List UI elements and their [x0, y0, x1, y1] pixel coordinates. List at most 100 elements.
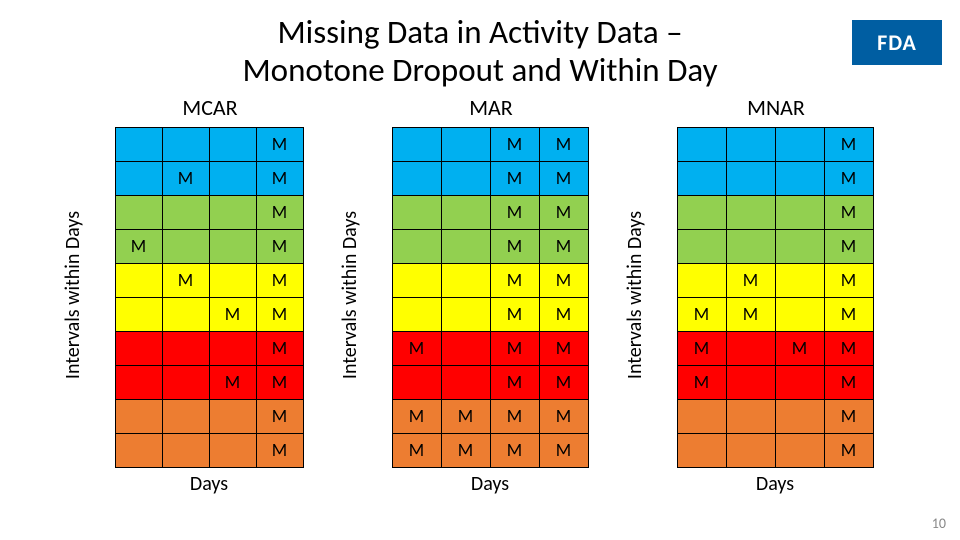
grid-cell: M	[824, 161, 873, 195]
grid-cell: M	[824, 433, 873, 467]
y-axis-label: Intervals within Days	[61, 211, 85, 379]
grid-cell	[162, 331, 209, 365]
grid-cell: M	[539, 331, 588, 365]
grid-cell: M	[441, 433, 490, 467]
grid-cell: M	[490, 297, 539, 331]
grid-cell: M	[490, 399, 539, 433]
grid-cell: M	[256, 195, 303, 229]
grid-cell: M	[490, 433, 539, 467]
grid-cell	[677, 161, 726, 195]
grid-cell	[115, 297, 162, 331]
grid-cell: M	[539, 229, 588, 263]
grid-cell	[775, 195, 824, 229]
grid-cell: M	[256, 399, 303, 433]
grid-cell: M	[256, 331, 303, 365]
title-line1: Missing Data in Activity Data –	[277, 12, 682, 52]
grid-cell	[162, 195, 209, 229]
grid-cell	[441, 365, 490, 399]
grid-cell: M	[256, 263, 303, 297]
grid-cell: M	[824, 229, 873, 263]
grid-cell: M	[824, 331, 873, 365]
grid-cell	[392, 297, 441, 331]
grid-cell	[726, 433, 775, 467]
grid-cell	[162, 433, 209, 467]
grid-cell	[441, 263, 490, 297]
grid-cell: M	[209, 297, 256, 331]
grid-cell	[162, 399, 209, 433]
grid-cell	[775, 399, 824, 433]
grid-cell: M	[539, 297, 588, 331]
grid-cell: M	[824, 297, 873, 331]
grid-cell: M	[490, 161, 539, 195]
grid-cell	[162, 297, 209, 331]
grid-cell	[115, 263, 162, 297]
x-axis-label: Days	[392, 472, 589, 496]
grid-cell: M	[539, 399, 588, 433]
x-axis-label: Days	[115, 472, 304, 496]
grid-cell	[775, 365, 824, 399]
grid-cell	[441, 161, 490, 195]
grid-cell: M	[677, 331, 726, 365]
grid-cell	[209, 127, 256, 161]
panel-label: MCAR	[117, 94, 304, 121]
grid-cell: M	[490, 195, 539, 229]
grid-cell: M	[490, 365, 539, 399]
grid-cell	[726, 195, 775, 229]
grid-cell: M	[256, 161, 303, 195]
grid-cell: M	[256, 127, 303, 161]
grid-cell: M	[490, 331, 539, 365]
grid-cell	[677, 127, 726, 161]
grid-cell	[209, 433, 256, 467]
grid-cell	[775, 297, 824, 331]
x-axis-label: Days	[677, 472, 874, 496]
grid-cell	[677, 263, 726, 297]
grid-cell	[441, 229, 490, 263]
grid-cell: M	[441, 399, 490, 433]
panel-row: MCARIntervals within DaysMMMMMMMMMMMMMMM…	[0, 94, 960, 496]
grid-cell: M	[392, 331, 441, 365]
slide-number: 10	[932, 515, 946, 532]
grid-cell: M	[824, 263, 873, 297]
grid-cell: M	[490, 263, 539, 297]
grid-cell	[441, 127, 490, 161]
grid-cell	[775, 127, 824, 161]
title-line2: Monotone Dropout and Within Day	[242, 50, 717, 90]
grid-cell: M	[726, 297, 775, 331]
grid-cell	[392, 263, 441, 297]
y-axis-label: Intervals within Days	[338, 211, 362, 379]
grid-cell: M	[726, 263, 775, 297]
grid-cell	[115, 331, 162, 365]
grid-cell	[677, 399, 726, 433]
grid-cell: M	[539, 195, 588, 229]
grid-cell	[677, 195, 726, 229]
grid-cell: M	[209, 365, 256, 399]
grid-cell: M	[539, 365, 588, 399]
grid-cell	[209, 263, 256, 297]
grid-cell	[392, 161, 441, 195]
panel-label: MNAR	[679, 94, 874, 121]
grid-cell	[726, 229, 775, 263]
grid-cell	[162, 127, 209, 161]
grid-cell	[115, 399, 162, 433]
grid-cell: M	[115, 229, 162, 263]
grid-cell: M	[392, 399, 441, 433]
grid-cell: M	[539, 263, 588, 297]
grid-cell	[441, 195, 490, 229]
grid-cell	[775, 433, 824, 467]
grid-cell	[209, 229, 256, 263]
grid-cell	[775, 229, 824, 263]
grid-cell	[115, 433, 162, 467]
grid-cell: M	[256, 433, 303, 467]
grid-cell	[115, 365, 162, 399]
grid-cell	[392, 195, 441, 229]
panel-label: MAR	[394, 94, 589, 121]
grid-cell: M	[539, 127, 588, 161]
grid-cell: M	[256, 297, 303, 331]
grid-cell	[726, 161, 775, 195]
grid-cell	[209, 331, 256, 365]
grid-cell: M	[392, 433, 441, 467]
grid-cell	[115, 127, 162, 161]
grid-cell	[775, 263, 824, 297]
grid-cell	[392, 127, 441, 161]
grid-cell: M	[824, 195, 873, 229]
